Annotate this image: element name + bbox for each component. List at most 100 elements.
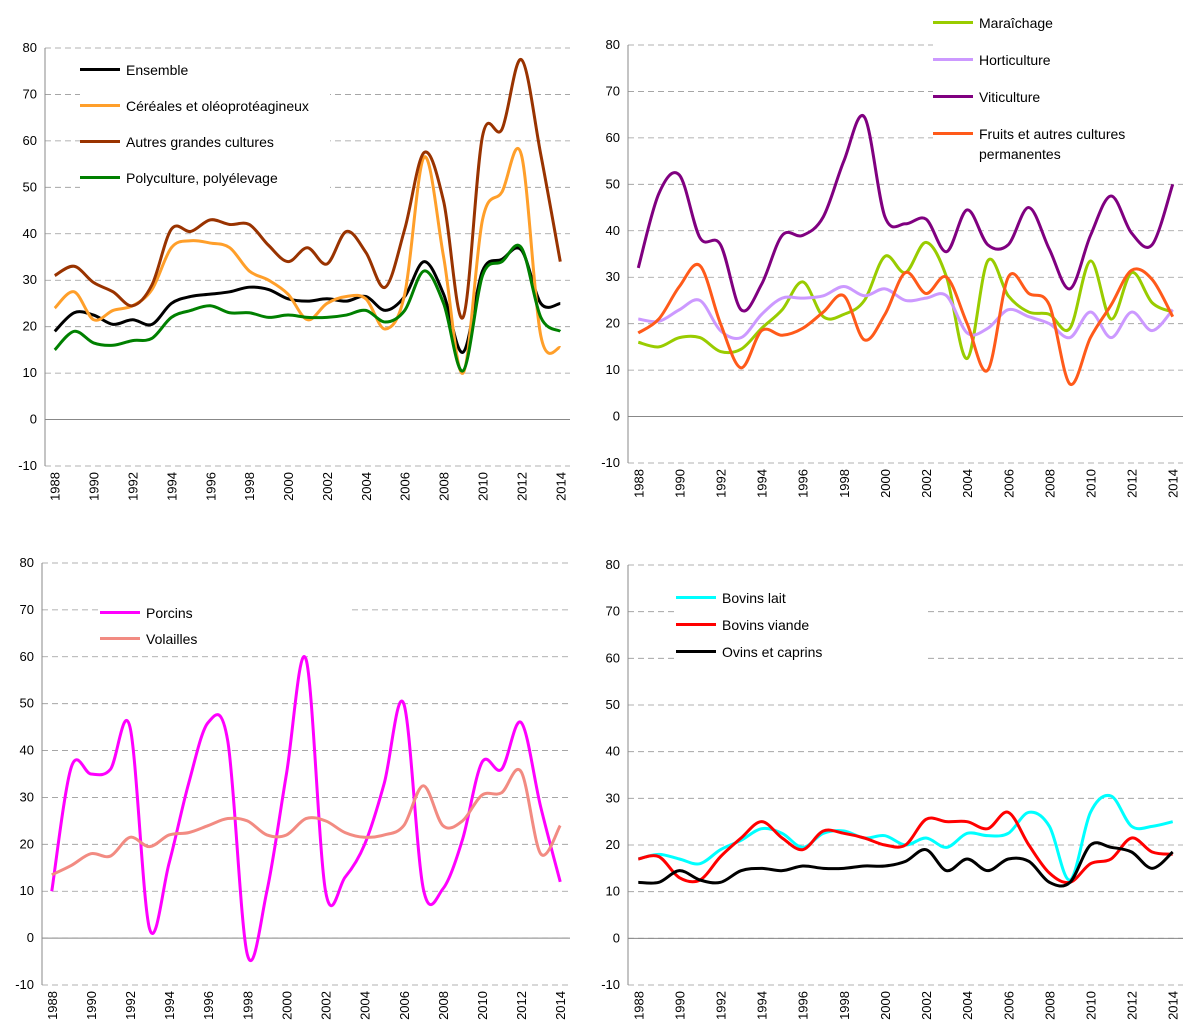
x-tick-label: 2014 [1166, 469, 1181, 498]
y-tick-label: -10 [601, 455, 620, 470]
x-tick-label: 1992 [714, 991, 729, 1020]
y-tick-label: 50 [23, 179, 37, 194]
y-tick-label: 30 [23, 272, 37, 287]
x-tick-label: 2006 [397, 991, 412, 1020]
x-tick-label: 1998 [242, 472, 257, 501]
series-line [636, 114, 1175, 313]
legend-swatch [100, 637, 140, 640]
series-line [53, 243, 562, 373]
y-tick-label: 70 [606, 83, 620, 98]
y-tick-label: 70 [606, 604, 620, 619]
y-tick-label: 40 [23, 226, 37, 241]
legend-label: Bovins lait [722, 590, 786, 606]
series-line [53, 58, 562, 320]
legend-swatch [100, 611, 140, 614]
x-tick-label: 2012 [514, 991, 529, 1020]
legend: Maraîchage Horticulture Viticulture Fruits … [933, 13, 1183, 181]
x-tick-label: 1998 [837, 469, 852, 498]
legend-label: Bovins viande [722, 617, 810, 633]
chart-panel: -10 0 10 20 30 40 50 60 70 80 1988 1990 1992 1994 1996… [601, 557, 1183, 1020]
legend-label: Porcins [146, 605, 193, 621]
y-tick-label: 30 [606, 790, 620, 805]
y-tick-label: 0 [30, 412, 37, 427]
y-tick-label: -10 [601, 977, 620, 992]
x-tick-label: 2006 [1001, 991, 1016, 1020]
x-tick-label: 1990 [84, 991, 99, 1020]
y-tick-label: 70 [23, 86, 37, 101]
x-tick-label: 2008 [1042, 469, 1057, 498]
series-line [53, 246, 561, 354]
x-tick-label: 1990 [672, 469, 687, 498]
legend-entry: Volailles [100, 629, 350, 649]
y-tick-label: 40 [20, 743, 34, 758]
legend-entry: Viticulture [933, 87, 1183, 107]
x-tick-label: 2002 [919, 991, 934, 1020]
legend-label: Ovins et caprins [722, 644, 823, 660]
y-tick-label: 60 [606, 130, 620, 145]
series-line [50, 655, 562, 963]
x-tick-label: 1992 [123, 991, 138, 1020]
legend-label: Polyculture, polyélevage [126, 170, 278, 186]
x-tick-label: 1990 [672, 991, 687, 1020]
y-tick-label: 50 [606, 697, 620, 712]
x-tick-label: 2006 [1001, 469, 1016, 498]
legend-swatch [676, 623, 716, 626]
y-tick-label: 70 [20, 602, 34, 617]
y-tick-label: 80 [606, 557, 620, 572]
y-tick-label: 20 [23, 319, 37, 334]
legend-swatch [676, 596, 716, 599]
legend-label: Fruits et autres cultures permanentes [979, 126, 1126, 162]
y-tick-label: 40 [606, 223, 620, 238]
x-tick-label: 1988 [45, 991, 60, 1020]
x-tick-label: 1996 [203, 472, 218, 501]
x-tick-label: 2010 [1084, 469, 1099, 498]
legend-swatch [933, 132, 973, 135]
legend-entry: Horticulture [933, 50, 1183, 70]
y-tick-label: 80 [606, 37, 620, 52]
y-tick-label: 10 [20, 883, 34, 898]
x-tick-label: 2012 [1125, 469, 1140, 498]
y-tick-label: 20 [20, 836, 34, 851]
y-tick-label: 10 [606, 362, 620, 377]
x-tick-label: 2008 [436, 991, 451, 1020]
x-tick-label: 1988 [48, 472, 63, 501]
legend: Ensemble Céréales et oléoprotéagineux Autr… [80, 60, 330, 204]
legend-swatch [933, 95, 973, 98]
y-tick-label: 30 [20, 789, 34, 804]
x-tick-label: 1996 [201, 991, 216, 1020]
x-tick-label: 1992 [126, 472, 141, 501]
legend-entry: Maraîchage [933, 13, 1183, 33]
x-tick-label: 1996 [796, 469, 811, 498]
y-tick-label: 20 [606, 837, 620, 852]
legend-swatch [80, 68, 120, 71]
y-tick-label: -10 [15, 977, 34, 992]
x-tick-label: 2008 [1042, 991, 1057, 1020]
series-line [51, 767, 562, 877]
legend-entry: Porcins [100, 603, 350, 623]
chart-panel: -10 0 10 20 30 40 50 60 70 80 1988 1990 1992 1994 1996… [15, 555, 570, 1020]
legend-entry: Ovins et caprins [676, 642, 926, 662]
x-tick-label: 1988 [631, 991, 646, 1020]
x-tick-label: 1988 [631, 469, 646, 498]
x-tick-label: 1998 [837, 991, 852, 1020]
legend: Bovins lait Bovins viande Ovins et caprins [676, 588, 926, 669]
series-line [638, 285, 1174, 341]
x-tick-label: 2008 [437, 472, 452, 501]
x-tick-label: 2002 [320, 472, 335, 501]
legend-entry: Céréales et oléoprotéagineux [80, 96, 330, 116]
x-tick-label: 1994 [162, 991, 177, 1020]
legend-label: Céréales et oléoprotéagineux [126, 98, 309, 114]
legend-label: Volailles [146, 631, 198, 647]
x-tick-label: 2010 [1084, 991, 1099, 1020]
legend-entry: Autres grandes cultures [80, 132, 330, 152]
y-tick-label: 10 [606, 884, 620, 899]
legend-entry: Fruits et autres cultures permanentes [933, 124, 1183, 164]
legend-entry: Bovins viande [676, 615, 926, 635]
legend-swatch [80, 104, 120, 107]
legend-label: Maraîchage [979, 15, 1053, 31]
y-tick-label: 80 [20, 555, 34, 570]
legend-swatch [80, 140, 120, 143]
x-tick-label: 2004 [960, 991, 975, 1020]
x-tick-label: 1998 [240, 991, 255, 1020]
